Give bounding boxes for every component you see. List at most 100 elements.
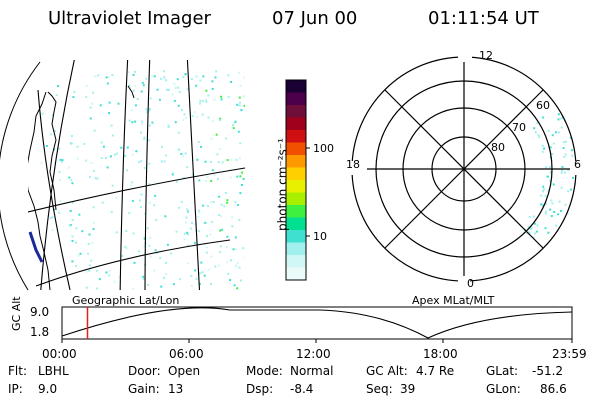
- emission-dot: [59, 199, 62, 202]
- emission-dot: [148, 124, 151, 127]
- emission-dot: [91, 102, 94, 105]
- emission-dot: [107, 76, 110, 79]
- timeline-xtick-1800: 18:00: [423, 347, 458, 361]
- polar-emission-dot: [549, 208, 552, 211]
- emission-dot: [170, 252, 173, 255]
- polar-emission-dot: [562, 147, 565, 150]
- emission-dot: [198, 283, 201, 285]
- polar-emission-dot: [549, 146, 552, 149]
- emission-dot: [142, 277, 145, 280]
- emission-dot: [126, 169, 129, 172]
- emission-dot: [70, 135, 73, 137]
- polar-emission-dot: [558, 200, 561, 203]
- polar-emission-dot: [528, 231, 531, 234]
- emission-dot: [150, 255, 152, 258]
- emission-dot: [75, 241, 77, 244]
- polar-emission-dot: [542, 150, 545, 153]
- emission-dot: [92, 170, 95, 172]
- emission-dot: [160, 77, 163, 80]
- emission-dot: [190, 284, 193, 287]
- emission-dot: [238, 104, 241, 107]
- emission-dot: [92, 206, 95, 209]
- emission-dot: [113, 280, 116, 283]
- emission-dot: [186, 262, 189, 265]
- emission-dot: [106, 166, 109, 169]
- colorbar-cell: [286, 80, 306, 93]
- polar-emission-dot: [544, 194, 547, 197]
- door-label: Door:: [128, 364, 161, 378]
- emission-dot: [174, 121, 177, 124]
- door-value: Open: [168, 364, 201, 378]
- colorbar-cell: [286, 255, 306, 268]
- polar-emission-dot: [567, 169, 570, 172]
- emission-dot: [85, 159, 88, 162]
- polar-emission-dot: [552, 142, 555, 145]
- mlat-label-70: 70: [512, 121, 526, 134]
- colorbar-cell: [286, 155, 306, 168]
- blue-coastline-segment: [28, 231, 44, 263]
- emission-dot: [206, 176, 209, 179]
- emission-dot: [160, 160, 163, 163]
- emission-dot: [91, 241, 94, 244]
- polar-emission-dot: [542, 204, 545, 207]
- emission-dot: [186, 88, 189, 91]
- emission-dot: [161, 145, 163, 148]
- emission-dot: [220, 203, 223, 206]
- emission-dot: [178, 206, 181, 209]
- emission-dot: [118, 276, 121, 279]
- emission-dot: [140, 160, 143, 163]
- polar-emission-dot: [529, 228, 532, 230]
- emission-dot: [133, 261, 136, 264]
- polar-emission-dot: [547, 129, 550, 132]
- emission-dot: [243, 95, 245, 98]
- emission-dot: [238, 266, 241, 269]
- emission-dot: [218, 214, 221, 216]
- emission-dot: [219, 119, 222, 122]
- emission-dot: [208, 268, 211, 271]
- emission-dot: [132, 232, 135, 235]
- polar-emission-dot: [545, 166, 548, 169]
- emission-dot: [196, 158, 199, 161]
- polar-emission-dot: [563, 171, 566, 174]
- emission-dot: [180, 153, 183, 155]
- emission-dot: [199, 272, 202, 275]
- date-label: 07 Jun 00: [272, 8, 358, 29]
- emission-dot: [100, 157, 103, 160]
- emission-dot: [177, 86, 180, 89]
- emission-dot: [96, 287, 99, 290]
- glon-value: 86.6: [540, 382, 567, 396]
- gain-label: Gain:: [128, 382, 160, 396]
- colorbar-cell: [286, 205, 306, 218]
- emission-dot: [71, 235, 74, 238]
- emission-dot: [40, 162, 43, 165]
- emission-dot: [163, 70, 166, 73]
- emission-dot: [193, 242, 196, 245]
- emission-dot: [108, 101, 111, 104]
- emission-dot: [148, 244, 151, 247]
- colorbar-cell: [286, 117, 306, 131]
- polar-emission-dot: [548, 166, 551, 169]
- emission-dot: [164, 215, 167, 218]
- emission-dot: [163, 76, 166, 79]
- colorbar-cell: [286, 230, 306, 243]
- emission-dot: [58, 147, 61, 150]
- emission-dot: [171, 173, 174, 176]
- emission-dot: [145, 108, 148, 111]
- emission-dot: [207, 94, 210, 97]
- polar-emission-dot: [544, 227, 547, 230]
- emission-dot: [140, 131, 142, 134]
- emission-dot: [77, 254, 80, 257]
- emission-dot: [171, 93, 174, 96]
- emission-dot: [224, 191, 227, 194]
- emission-dot: [108, 112, 110, 115]
- emission-dot: [218, 148, 221, 150]
- emission-dot: [87, 243, 90, 245]
- emission-dot: [156, 252, 159, 255]
- emission-dot: [199, 102, 201, 105]
- polar-emission-dot: [530, 226, 533, 229]
- emission-dot: [136, 98, 139, 100]
- emission-dot: [132, 73, 135, 76]
